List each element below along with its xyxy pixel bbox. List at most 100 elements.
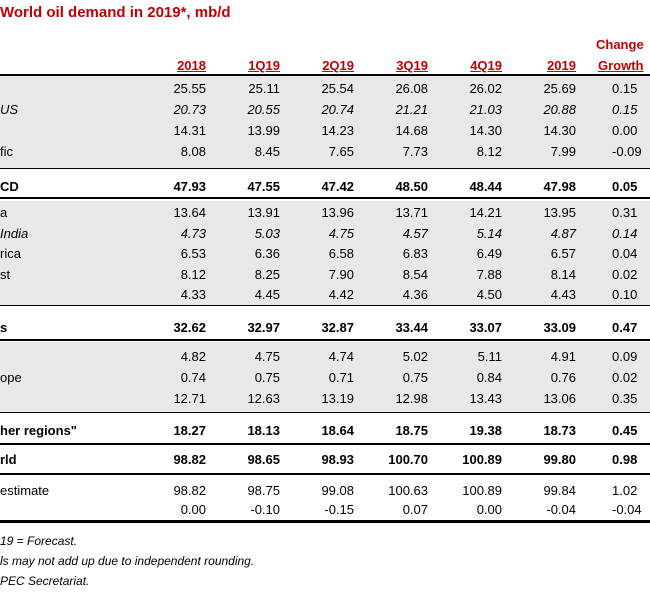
row-value-0: 4.33 — [180, 287, 206, 302]
row-value-4: 5.14 — [476, 225, 502, 241]
row-value-2: 47.42 — [321, 179, 354, 194]
footnote: PEC Secretariat. — [0, 574, 90, 588]
table-rule — [0, 412, 650, 413]
row-value-4: 6.49 — [476, 246, 502, 261]
world-total-row: rld 98.82 98.65 98.93 100.70 100.89 99.80 0.98 — [0, 449, 650, 469]
row-label: a — [0, 205, 8, 220]
row-value-6: 0.02 — [612, 266, 638, 282]
row-value-5: -0.04 — [546, 502, 576, 517]
row-value-1: 18.13 — [247, 423, 280, 438]
table-row: rica 6.53 6.36 6.58 6.83 6.49 6.57 0.04 — [0, 243, 650, 263]
row-value-1: 12.63 — [247, 391, 280, 406]
col-header-growth: Growth — [598, 58, 644, 73]
row-value-1: 4.75 — [254, 349, 280, 364]
row-value-2: 4.42 — [328, 287, 354, 302]
row-label: India — [0, 225, 29, 241]
row-value-2: 7.90 — [328, 266, 354, 282]
section-rule — [0, 339, 650, 341]
row-value-4: 26.02 — [469, 81, 502, 96]
row-value-3: 100.70 — [388, 452, 428, 467]
row-label: st — [0, 266, 11, 282]
row-value-6: 0.31 — [612, 205, 638, 220]
row-label: ope — [0, 370, 22, 385]
row-value-3: 4.57 — [402, 225, 428, 241]
row-value-2: 14.23 — [321, 123, 354, 138]
row-value-6: 0.15 — [612, 102, 638, 117]
row-value-1: 98.75 — [247, 483, 280, 498]
row-value-2: 4.75 — [328, 225, 354, 241]
row-value-3: 0.07 — [402, 502, 428, 517]
row-value-2: 0.71 — [328, 370, 354, 385]
row-value-1: 4.45 — [254, 287, 280, 302]
row-value-0: 32.62 — [173, 320, 206, 335]
row-value-6: -0.09 — [612, 144, 642, 159]
table-rule — [0, 168, 650, 169]
row-value-4: 7.88 — [476, 266, 502, 282]
row-value-6: 0.14 — [612, 225, 638, 241]
section-rule — [0, 473, 650, 475]
row-label: estimate — [0, 483, 50, 498]
row-value-0: 8.08 — [180, 144, 206, 159]
row-value-6: 0.10 — [612, 287, 638, 302]
row-value-0: 18.27 — [173, 423, 206, 438]
row-label: fic — [0, 144, 13, 159]
row-value-1: 25.11 — [248, 81, 280, 96]
table-row: 4.33 4.45 4.42 4.36 4.50 4.43 0.10 — [0, 284, 650, 304]
row-value-4: 0.00 — [476, 502, 502, 517]
col-header-2019: 2019 — [547, 58, 576, 73]
row-value-4: 4.50 — [476, 287, 502, 302]
row-value-6: 0.04 — [612, 246, 638, 261]
shaded-band — [0, 342, 650, 412]
col-header-3q19: 3Q19 — [396, 58, 428, 73]
row-label: her regions" — [0, 423, 77, 438]
row-value-2: 32.87 — [321, 320, 354, 335]
row-value-3: 4.36 — [402, 287, 428, 302]
row-value-1: 98.65 — [247, 452, 280, 467]
previous-estimate-row: estimate 98.82 98.75 99.08 100.63 100.89 99.84… — [0, 480, 650, 500]
row-value-0: 47.93 — [173, 179, 206, 194]
row-value-5: 4.91 — [550, 349, 576, 364]
row-value-2: -0.15 — [324, 502, 354, 517]
row-value-3: 0.75 — [402, 370, 428, 385]
row-label: rica — [0, 246, 21, 261]
table-row: 14.31 13.99 14.23 14.68 14.30 14.30 0.00 — [0, 120, 650, 140]
row-value-4: 14.30 — [469, 123, 502, 138]
row-value-1: 0.75 — [254, 370, 280, 385]
subtotal-row: her regions" 18.27 18.13 18.64 18.75 19.38 18.… — [0, 420, 650, 440]
row-value-3: 26.08 — [395, 81, 428, 96]
row-value-0: 98.82 — [173, 483, 206, 498]
table-row: 4.82 4.75 4.74 5.02 5.11 4.91 0.09 — [0, 346, 650, 366]
bottom-rule — [0, 520, 650, 523]
row-value-2: 20.74 — [321, 102, 354, 117]
row-value-1: 8.45 — [254, 144, 280, 159]
difference-row: 0.00 -0.10 -0.15 0.07 0.00 -0.04 -0.04 — [0, 499, 650, 519]
row-value-2: 98.93 — [321, 452, 354, 467]
row-value-4: 33.07 — [469, 320, 502, 335]
row-value-4: 100.89 — [462, 483, 502, 498]
row-value-4: 5.11 — [477, 349, 502, 364]
col-header-4q19: 4Q19 — [470, 58, 502, 73]
row-value-3: 18.75 — [395, 423, 428, 438]
shaded-band — [0, 201, 650, 305]
row-value-3: 100.63 — [388, 483, 428, 498]
row-value-0: 13.64 — [173, 205, 206, 220]
row-value-5: 99.80 — [543, 452, 576, 467]
table-row: 12.71 12.63 13.19 12.98 13.43 13.06 0.35 — [0, 388, 650, 408]
row-value-2: 4.74 — [328, 349, 354, 364]
section-rule — [0, 443, 650, 445]
row-value-0: 4.82 — [180, 349, 206, 364]
row-value-3: 33.44 — [395, 320, 428, 335]
row-value-2: 6.58 — [328, 246, 354, 261]
row-value-5: 47.98 — [543, 179, 576, 194]
row-value-0: 20.73 — [173, 102, 206, 117]
subtotal-row: CD 47.93 47.55 47.42 48.50 48.44 47.98 0.05 — [0, 176, 650, 196]
row-value-6: 0.47 — [612, 320, 638, 335]
row-value-5: 33.09 — [543, 320, 576, 335]
row-value-1: 6.36 — [254, 246, 280, 261]
table-row: India 4.73 5.03 4.75 4.57 5.14 4.87 0.14 — [0, 223, 650, 243]
row-value-5: 0.76 — [550, 370, 576, 385]
table-row: st 8.12 8.25 7.90 8.54 7.88 8.14 0.02 — [0, 264, 650, 284]
row-value-6: -0.04 — [612, 502, 642, 517]
row-value-6: 0.98 — [612, 452, 638, 467]
row-value-3: 7.73 — [402, 144, 428, 159]
